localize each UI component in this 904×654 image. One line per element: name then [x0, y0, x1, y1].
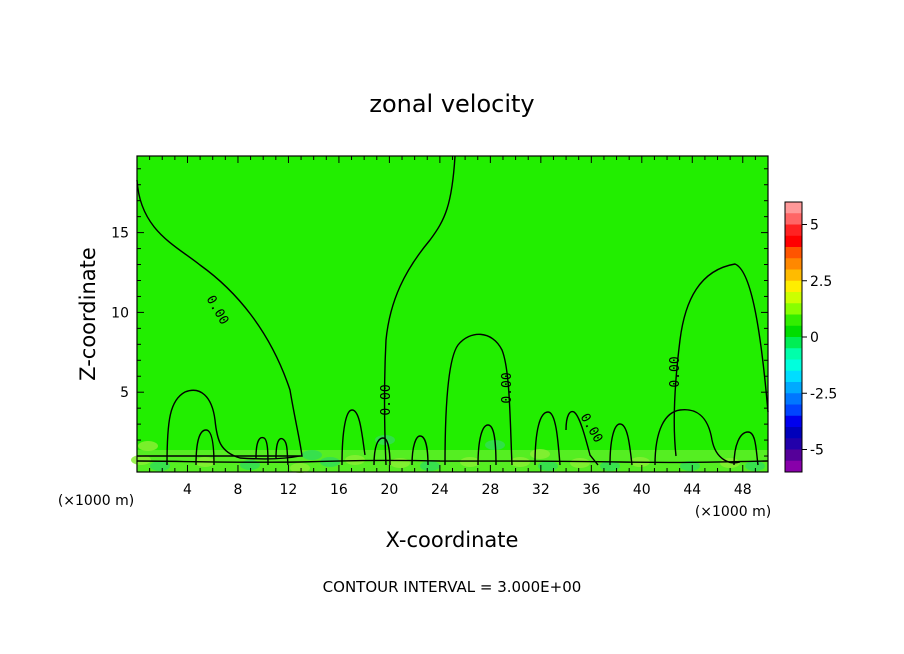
- contour-line: [195, 429, 215, 466]
- contour-line: [255, 436, 269, 466]
- field-patch: [570, 458, 590, 468]
- x-tick-label: 20: [380, 482, 398, 498]
- colorbar-swatch: [785, 382, 802, 394]
- x-unit-label-left: (×1000 m): [58, 493, 134, 509]
- colorbar-swatch: [785, 359, 802, 372]
- x-tick-label: 4: [183, 482, 192, 498]
- colorbar-swatch: [785, 213, 802, 225]
- colorbar-swatch: [785, 415, 802, 428]
- x-tick-label: 40: [633, 482, 651, 498]
- colorbar-swatch: [785, 247, 802, 259]
- field-patch: [420, 461, 440, 471]
- contour-line: [654, 408, 741, 466]
- y-tick-labels: 5 10 15: [111, 226, 129, 402]
- colorbar-tick-label: 0: [810, 330, 819, 346]
- contour-line: [275, 437, 289, 466]
- colorbar-swatch: [785, 224, 802, 237]
- field-patch: [530, 449, 550, 459]
- colorbar-swatch: [785, 370, 802, 383]
- colorbar-swatch: [785, 460, 802, 473]
- x-tick-label: 48: [734, 482, 752, 498]
- contour-line: [341, 409, 366, 466]
- colorbar-tick-label: -2.5: [810, 386, 837, 402]
- x-tick-label: 28: [481, 482, 499, 498]
- field-patch: [320, 457, 340, 467]
- x-unit-label-right: (×1000 m): [695, 504, 771, 520]
- contour-line: [383, 155, 456, 466]
- field-patch: [302, 450, 322, 460]
- colorbar-swatch: [785, 280, 802, 293]
- colorbar-swatch: [785, 258, 802, 270]
- contour-line: [673, 263, 769, 457]
- colorbar-swatch: [785, 303, 802, 315]
- contour-label: 0.00: [500, 372, 515, 403]
- contour-label: 0.00: [379, 384, 394, 415]
- velocity-field: [131, 156, 768, 473]
- colorbar-swatch: [785, 449, 802, 462]
- contour-line: [136, 179, 303, 457]
- contour-line: [373, 437, 391, 466]
- contour-line: [444, 333, 513, 466]
- contour-line: [136, 459, 769, 464]
- field-patch: [390, 458, 410, 468]
- contour-interval-note: CONTOUR INTERVAL = 3.000E+00: [323, 578, 582, 596]
- x-axis-label: X-coordinate: [386, 528, 519, 552]
- colorbar-swatch: [785, 325, 802, 338]
- colorbar-tick-label: 5: [810, 218, 819, 234]
- colorbar: [784, 201, 803, 473]
- field-background: [137, 156, 768, 472]
- colorbar-swatch: [785, 393, 802, 405]
- y-tick-label: 15: [111, 226, 129, 242]
- colorbar-swatch: [785, 427, 802, 439]
- x-tick-labels: 4 8 12 16 20 24 28 32 36 40 44 48: [183, 482, 752, 498]
- contour-line: [565, 410, 599, 466]
- colorbar-swatch: [785, 202, 802, 214]
- colorbar-swatch: [785, 314, 802, 327]
- contour-line: [733, 431, 759, 466]
- y-tick-label: 5: [120, 385, 129, 401]
- colorbar-swatch: [785, 337, 802, 349]
- x-tick-label: 16: [330, 482, 348, 498]
- field-patch: [138, 441, 158, 451]
- colorbar-swatch: [785, 438, 802, 450]
- field-patch: [745, 461, 765, 471]
- x-tick-label: 24: [431, 482, 449, 498]
- field-patch: [600, 461, 620, 471]
- field-patch: [460, 457, 480, 467]
- contour-label: 0.00: [668, 356, 683, 387]
- x-tick-label: 12: [280, 482, 298, 498]
- colorbar-swatch: [785, 235, 802, 248]
- colorbar-tick-label: 2.5: [810, 274, 832, 290]
- field-patch: [290, 463, 310, 473]
- y-axis-label: Z-coordinate: [76, 247, 100, 381]
- x-tick-label: 44: [683, 482, 701, 498]
- contour-line: [411, 435, 429, 466]
- colorbar-swatch: [785, 404, 802, 417]
- contour-line: [609, 423, 633, 466]
- contour-lines: [136, 155, 769, 466]
- x-tick-label: 36: [582, 482, 600, 498]
- colorbar-swatch: [785, 269, 802, 282]
- x-tick-label: 8: [233, 482, 242, 498]
- colorbar-tick-label: -5: [810, 443, 824, 459]
- contour-line: [534, 411, 561, 466]
- chart-title: zonal velocity: [369, 90, 534, 118]
- field-patch: [510, 457, 530, 467]
- contour-line: [166, 389, 301, 466]
- colorbar-swatch: [785, 292, 802, 304]
- y-tick-label: 10: [111, 305, 129, 321]
- colorbar-tick-labels: 5 2.5 0 -2.5 -5: [802, 218, 837, 459]
- field-patch: [150, 461, 170, 471]
- axis-ticks: [137, 156, 768, 472]
- field-patch: [131, 455, 151, 465]
- contour-line: [477, 424, 497, 466]
- field-patch: [680, 461, 700, 471]
- x-tick-label: 32: [532, 482, 550, 498]
- colorbar-swatch: [785, 348, 802, 360]
